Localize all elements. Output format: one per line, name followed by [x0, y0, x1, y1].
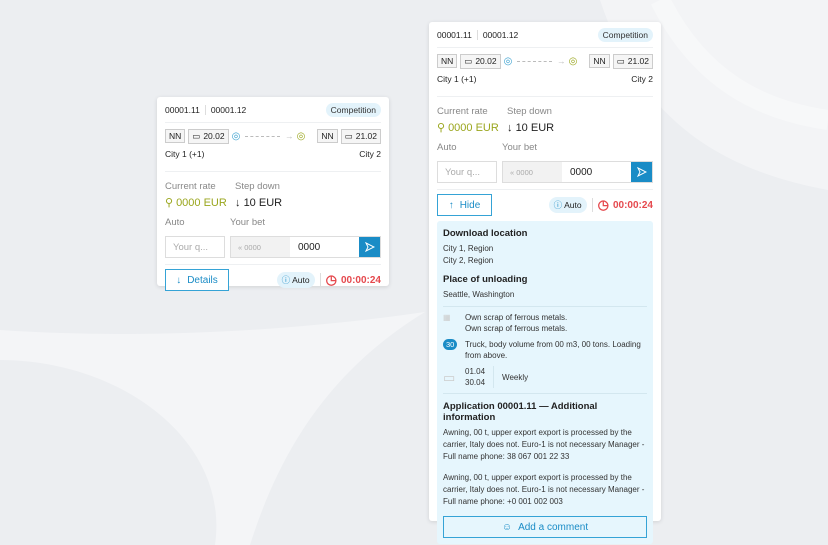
countdown-timer: ◷ 00:00:24 [325, 272, 381, 287]
auto-badge: ⓘ Auto [276, 272, 315, 288]
to-date: ▭ 21.02 [340, 128, 381, 144]
pin-icon: ◎ [231, 130, 241, 142]
order-card-expanded: 00001.11 00001.12 Competition NN ▭ 20.02 ◎… [429, 22, 661, 544]
countdown-timer: ◷ 00:00:24 [597, 197, 653, 212]
rate-label: Current rate [165, 181, 216, 192]
arrow-icon: ↓ [176, 274, 182, 286]
auto-bet-input[interactable]: Your q... [165, 236, 225, 258]
info-icon: ⓘ [553, 200, 563, 210]
arrow-icon: → [285, 131, 294, 141]
info-icon: ⓘ [281, 275, 291, 285]
bet-input[interactable]: 0000 [298, 241, 321, 253]
bet-label: Your bet [230, 217, 266, 228]
order-ids: 00001.11 00001.12 [165, 104, 252, 115]
previous-bet: « 0000 [503, 162, 562, 182]
card-header: 00001.11 00001.12 Competition [165, 97, 381, 123]
calendar-icon: ▭ [464, 55, 473, 66]
rate-label: Current rate [437, 106, 488, 117]
application-title: Application 00001.11 — Additional inform… [443, 401, 598, 423]
route-line [517, 60, 553, 62]
route-row: NN ▭ 20.02 ◎ → ◎ NN ▭ 21.02 [165, 124, 381, 148]
unload-title: Place of unloading [443, 274, 528, 285]
from-date: ▭ 20.02 [188, 128, 229, 144]
note: Awning, 00 t, upper export export is pro… [443, 428, 645, 461]
note: Awning, 00 t, upper export export is pro… [443, 473, 645, 506]
order-ids: 00001.11 00001.12 [437, 29, 524, 40]
current-rate: ⚲ 0000 EUR [437, 121, 499, 135]
clock-icon: ◷ [325, 272, 337, 287]
calendar-icon: ▭ [616, 55, 625, 66]
comment-icon: ☺ [501, 521, 513, 533]
previous-bet: « 0000 [231, 237, 290, 257]
auto-label: Auto [165, 217, 185, 228]
truck-item: 30 Truck, body volume from 00 m3, 00 tons… [443, 339, 647, 361]
order-id[interactable]: 00001.12 [476, 29, 524, 40]
route-line [245, 135, 281, 137]
truck-icon: 30 [443, 339, 458, 361]
auto-badge: ⓘ Auto [548, 197, 587, 213]
to-city: City 2 [631, 74, 653, 84]
to-code: NN [589, 54, 610, 68]
dates-item: ▭ 01.04 30.04 Weekly [443, 366, 529, 388]
step-label: Step down [235, 181, 280, 192]
order-id[interactable]: 00001.11 [437, 29, 472, 40]
status-badge: Competition [325, 102, 381, 117]
send-bet-button[interactable] [631, 162, 652, 182]
details-panel: Download location City 1, Region City 2,… [437, 221, 653, 544]
send-icon [364, 242, 375, 252]
add-comment-button[interactable]: ☺ Add a comment [443, 516, 647, 538]
toggle-details-button[interactable]: ↑ Hide [437, 194, 492, 216]
auto-label: Auto [437, 142, 457, 153]
clock-icon: ◷ [597, 197, 609, 212]
boxes-icon: ▦ [443, 313, 451, 322]
current-rate: ⚲ 0000 EUR [165, 196, 227, 210]
unload-city: Seattle, Washington [443, 290, 515, 299]
bet-field: « 0000 0000 [502, 161, 653, 183]
user-icon: ⚲ [165, 197, 174, 209]
frequency: Weekly [502, 372, 529, 382]
step-label: Step down [507, 106, 552, 117]
download-city: City 1, Region [443, 244, 494, 253]
from-city: City 1 (+1) [165, 149, 205, 159]
toggle-details-button[interactable]: ↓ Details [165, 269, 229, 291]
pin-icon: ◎ [296, 130, 306, 142]
arrow-icon: → [557, 56, 566, 66]
cities-row: City 1 (+1) City 2 [437, 73, 653, 97]
user-icon: ⚲ [437, 122, 446, 134]
step-down: ↓ 10 EUR [235, 196, 283, 209]
bet-input[interactable]: 0000 [570, 166, 593, 178]
from-date: ▭ 20.02 [460, 53, 501, 69]
auto-bet-input[interactable]: Your q... [437, 161, 497, 183]
send-icon [636, 167, 647, 177]
status-badge: Competition [597, 27, 653, 42]
download-title: Download location [443, 228, 528, 239]
truck-count-badge: 30 [443, 339, 458, 350]
from-code: NN [165, 129, 186, 143]
bet-field: « 0000 0000 [230, 236, 381, 258]
from-code: NN [437, 54, 458, 68]
pin-icon: ◎ [568, 55, 578, 67]
cities-row: City 1 (+1) City 2 [165, 148, 381, 172]
send-bet-button[interactable] [359, 237, 380, 257]
order-id[interactable]: 00001.11 [165, 104, 200, 115]
pin-icon: ◎ [503, 55, 513, 67]
card-header: 00001.11 00001.12 Competition [437, 22, 653, 48]
arrow-icon: ↑ [448, 199, 454, 211]
from-city: City 1 (+1) [437, 74, 477, 84]
download-city: City 2, Region [443, 256, 494, 265]
to-city: City 2 [359, 149, 381, 159]
calendar-icon: ▭ [443, 369, 456, 385]
cargo-item: ▦ Own scrap of ferrous metals. Own scrap o… [443, 313, 568, 333]
step-down: ↓ 10 EUR [507, 121, 555, 134]
route-row: NN ▭ 20.02 ◎ → ◎ NN ▭ 21.02 [437, 49, 653, 73]
order-card-collapsed: 00001.11 00001.12 Competition NN ▭ 20.02 ◎… [157, 97, 389, 291]
to-code: NN [317, 129, 338, 143]
calendar-icon: ▭ [344, 130, 353, 141]
to-date: ▭ 21.02 [612, 53, 653, 69]
order-id[interactable]: 00001.12 [204, 104, 252, 115]
bet-label: Your bet [502, 142, 538, 153]
calendar-icon: ▭ [192, 130, 201, 141]
